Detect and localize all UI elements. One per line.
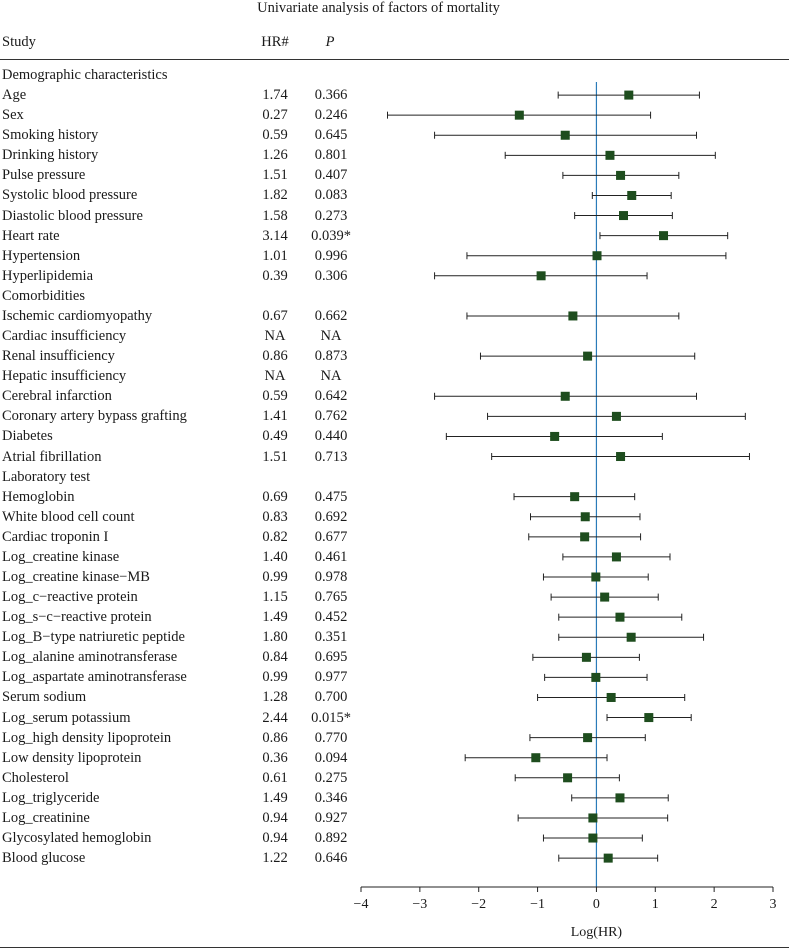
- x-axis-title: Log(HR): [571, 925, 623, 940]
- point-estimate: [605, 151, 614, 160]
- point-estimate: [580, 532, 589, 541]
- point-estimate: [591, 673, 600, 682]
- x-tick-label: −3: [412, 897, 427, 912]
- point-estimate: [583, 733, 592, 742]
- x-tick-label: 0: [593, 897, 600, 912]
- point-estimate: [607, 693, 616, 702]
- point-estimate: [615, 613, 624, 622]
- x-tick-label: −1: [530, 897, 545, 912]
- point-estimate: [600, 593, 609, 602]
- point-estimate: [627, 191, 636, 200]
- point-estimate: [588, 834, 597, 843]
- point-estimate: [563, 773, 572, 782]
- point-estimate: [570, 492, 579, 501]
- point-estimate: [515, 111, 524, 120]
- point-estimate: [583, 352, 592, 361]
- point-estimate: [588, 813, 597, 822]
- point-estimate: [612, 552, 621, 561]
- point-estimate: [612, 412, 621, 421]
- forest-plot: −4 −3 −2 −1 0 1 2 3 Log(HR): [0, 0, 789, 950]
- point-estimate: [624, 91, 633, 100]
- point-estimate: [581, 512, 590, 521]
- x-tick-label: 3: [770, 897, 777, 912]
- point-estimate: [616, 171, 625, 180]
- point-estimate: [615, 793, 624, 802]
- x-tick-label: 2: [711, 897, 718, 912]
- point-estimate: [531, 753, 540, 762]
- point-estimate: [561, 392, 570, 401]
- bottom-rule: [0, 947, 789, 948]
- point-estimate: [593, 251, 602, 260]
- point-estimate: [616, 452, 625, 461]
- x-tick-label: −4: [354, 897, 369, 912]
- x-tick-label: −2: [471, 897, 486, 912]
- point-estimate: [619, 211, 628, 220]
- point-estimate: [627, 633, 636, 642]
- point-estimate: [568, 311, 577, 320]
- point-estimate: [537, 271, 546, 280]
- point-estimate: [604, 854, 613, 863]
- point-estimate: [659, 231, 668, 240]
- point-estimate: [582, 653, 591, 662]
- point-estimate: [644, 713, 653, 722]
- x-tick-label: 1: [652, 897, 659, 912]
- point-estimate: [591, 573, 600, 582]
- point-estimate: [561, 131, 570, 140]
- point-estimate: [550, 432, 559, 441]
